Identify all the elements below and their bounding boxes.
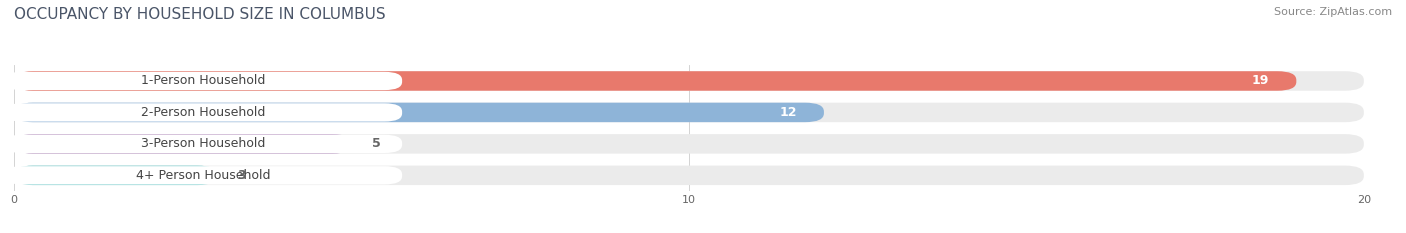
FancyBboxPatch shape <box>4 135 402 153</box>
Text: 12: 12 <box>779 106 797 119</box>
Text: 1-Person Household: 1-Person Household <box>141 75 266 87</box>
Text: Source: ZipAtlas.com: Source: ZipAtlas.com <box>1274 7 1392 17</box>
Text: 5: 5 <box>371 137 381 150</box>
FancyBboxPatch shape <box>14 71 1296 91</box>
Text: 3: 3 <box>236 169 246 182</box>
FancyBboxPatch shape <box>4 166 402 185</box>
FancyBboxPatch shape <box>14 166 1364 185</box>
Text: 2-Person Household: 2-Person Household <box>141 106 266 119</box>
Text: 4+ Person Household: 4+ Person Household <box>136 169 270 182</box>
Text: 3-Person Household: 3-Person Household <box>141 137 266 150</box>
Text: OCCUPANCY BY HOUSEHOLD SIZE IN COLUMBUS: OCCUPANCY BY HOUSEHOLD SIZE IN COLUMBUS <box>14 7 385 22</box>
FancyBboxPatch shape <box>14 134 352 154</box>
FancyBboxPatch shape <box>14 103 824 122</box>
FancyBboxPatch shape <box>4 103 402 122</box>
FancyBboxPatch shape <box>14 103 1364 122</box>
FancyBboxPatch shape <box>4 72 402 90</box>
FancyBboxPatch shape <box>14 166 217 185</box>
FancyBboxPatch shape <box>14 71 1364 91</box>
Text: 19: 19 <box>1251 75 1270 87</box>
FancyBboxPatch shape <box>14 134 1364 154</box>
